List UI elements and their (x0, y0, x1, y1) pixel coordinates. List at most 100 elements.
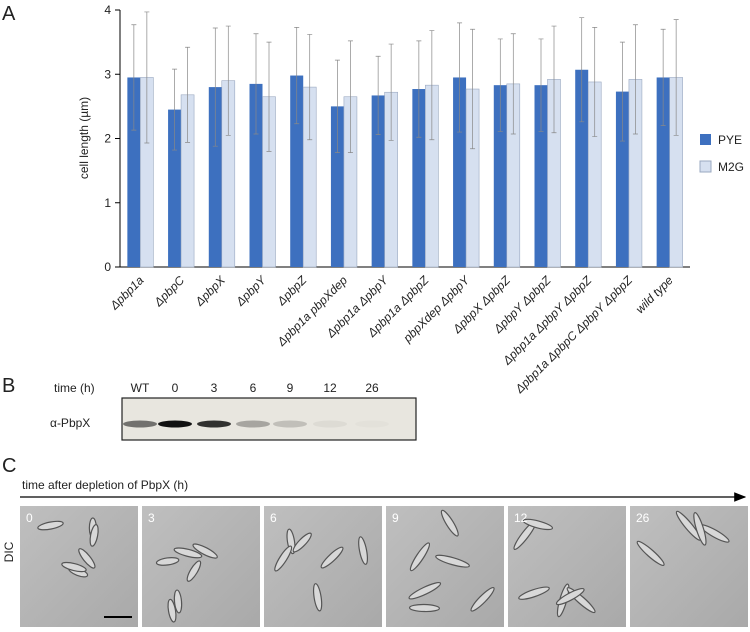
error-bar (551, 25, 557, 134)
cell (312, 583, 323, 612)
cell (37, 520, 64, 531)
error-bar (294, 26, 300, 125)
channel-label: DIC (2, 541, 16, 562)
cell (470, 586, 495, 612)
frame-label: 6 (270, 511, 277, 525)
micrographs: 0 3 6 9 12 26 (20, 506, 748, 627)
error-bar (632, 24, 638, 135)
panel-label: A (2, 3, 16, 25)
frame-label: 12 (514, 511, 528, 525)
error-bar (347, 40, 353, 153)
x-tick-label: Δpbp1a pbpXdep (274, 273, 350, 349)
x-tick-label: wild type (633, 273, 676, 316)
error-bar (497, 38, 503, 132)
blot-band (355, 421, 389, 428)
error-bar (212, 27, 218, 147)
x-tick-label: ΔpbpC (151, 273, 188, 310)
bar (330, 106, 344, 267)
bar (575, 69, 589, 267)
error-bar (660, 28, 666, 126)
cell (78, 548, 96, 569)
cell (167, 598, 177, 623)
cell (409, 542, 431, 572)
error-bar (510, 33, 516, 135)
cell (61, 561, 87, 573)
blot-band (236, 420, 270, 428)
error-bar (673, 19, 679, 136)
cell (440, 509, 459, 537)
lane-label: 0 (172, 381, 179, 395)
error-bar (334, 59, 340, 153)
bar (615, 91, 629, 267)
blot-band (313, 420, 347, 428)
cell (435, 554, 470, 568)
cell (320, 546, 344, 569)
y-tick-label: 4 (104, 3, 111, 17)
cell (155, 557, 180, 566)
y-tick-label: 2 (104, 132, 111, 146)
cell (408, 603, 441, 613)
micrograph (386, 506, 504, 627)
error-bar (225, 25, 231, 136)
y-tick-label: 0 (104, 260, 111, 274)
frame-label: 0 (26, 511, 33, 525)
cell (636, 540, 665, 566)
frame-label: 3 (148, 511, 155, 525)
micrograph (142, 506, 260, 627)
bar (249, 83, 263, 267)
lane-label: 6 (250, 381, 257, 395)
y-tick-label: 1 (104, 196, 111, 210)
error-bar (429, 30, 435, 141)
cell (173, 589, 183, 614)
error-bar (538, 38, 544, 132)
error-bar (619, 41, 625, 142)
bar (453, 77, 467, 268)
panel-label: B (2, 375, 15, 397)
cell (89, 524, 99, 547)
cell (693, 512, 707, 546)
error-bar (375, 55, 381, 135)
legend-label: PYE (718, 133, 742, 147)
error-bar (185, 46, 191, 143)
bar (290, 75, 304, 267)
cell (173, 547, 203, 559)
cell (518, 586, 550, 600)
bar (168, 109, 182, 268)
blot-band (158, 420, 192, 428)
error-bar (131, 24, 137, 131)
error-bar (253, 33, 259, 135)
error-bar (307, 34, 313, 141)
error-bar (144, 11, 150, 144)
cell (408, 582, 442, 600)
cell (358, 536, 369, 565)
error-bar (416, 40, 422, 138)
error-bar (457, 22, 463, 133)
error-bar (592, 26, 598, 137)
x-tick-label: ΔpbpX (192, 273, 229, 310)
x-tick-label: ΔpbpY (233, 273, 270, 310)
blot-time-label: time (h) (54, 381, 95, 395)
y-axis-label: cell length (µm) (77, 97, 91, 179)
bar (493, 85, 507, 267)
bar (371, 95, 385, 267)
x-tick-label: Δpbp1a (107, 273, 147, 313)
panel-label: C (2, 455, 16, 477)
y-tick-label: 3 (104, 67, 111, 81)
error-bar (579, 17, 585, 123)
blot-band (123, 420, 157, 428)
arrow-label: time after depletion of PbpX (h) (22, 478, 188, 492)
blot-bands (123, 420, 389, 428)
cell (274, 545, 293, 572)
legend-label: M2G (718, 160, 744, 174)
error-bar (266, 41, 272, 152)
legend-swatch (700, 134, 711, 145)
cell (522, 518, 554, 531)
cell (192, 543, 218, 559)
blot-membrane (121, 397, 417, 441)
bar (127, 77, 141, 268)
cell (292, 532, 312, 553)
cell (186, 560, 202, 582)
error-bar (172, 68, 178, 151)
x-tick-label: ΔpbpZ (274, 273, 310, 309)
